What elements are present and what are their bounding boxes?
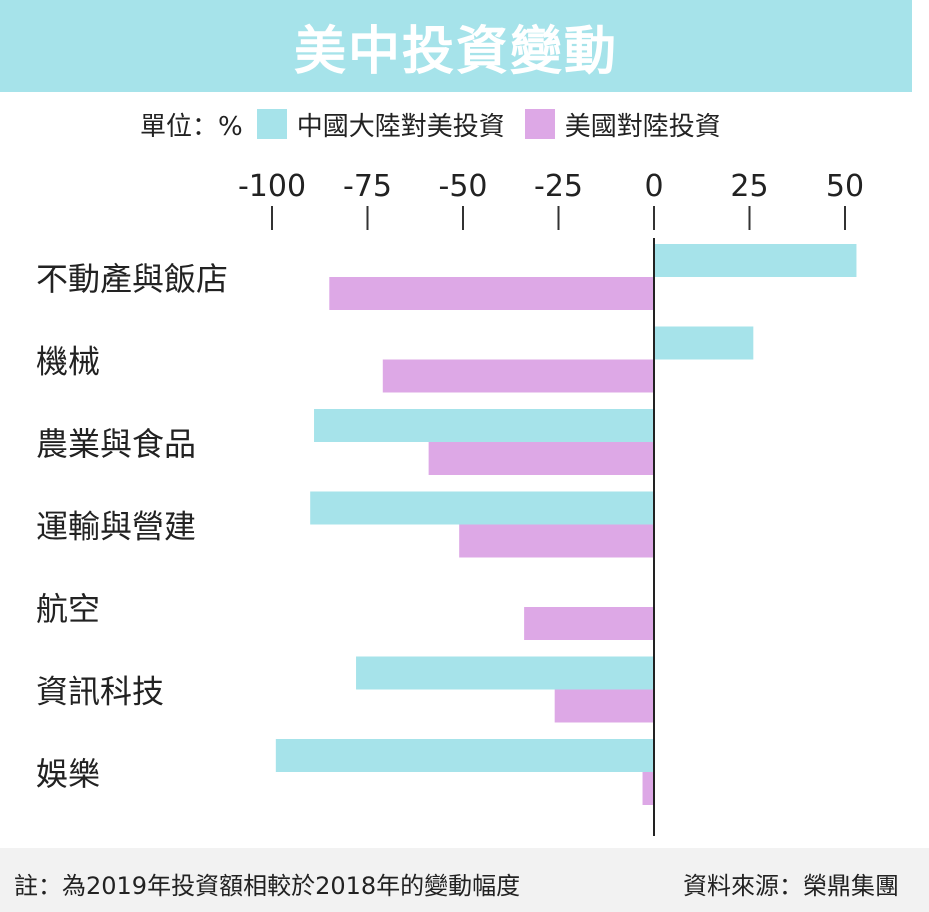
legend-item-us: 美國對陸投資 [524, 106, 721, 143]
x-tick-label: 50 [826, 169, 864, 204]
bar-china [310, 491, 654, 525]
bar-us [642, 772, 654, 805]
footer-note: 註：為2019年投資額相較於2018年的變動幅度 [14, 872, 521, 900]
category-label: 娛樂 [36, 755, 100, 793]
category-label: 運輸與營建 [36, 508, 196, 546]
legend-swatch-china [256, 109, 287, 139]
x-tick-label: 0 [644, 169, 663, 204]
legend-swatch-us [524, 109, 555, 139]
footer: 註：為2019年投資額相較於2018年的變動幅度 資料來源：榮鼎集團 [0, 848, 929, 912]
legend-item-china: 中國大陸對美投資 [256, 106, 505, 143]
title-bar: 美中投資變動 [0, 0, 912, 92]
bar-china [314, 409, 654, 442]
bar-us [554, 689, 654, 723]
bar-china [356, 656, 654, 690]
unit-label: 單位：% [140, 111, 243, 142]
x-tick-label: -25 [534, 169, 583, 204]
chart-title: 美中投資變動 [293, 21, 618, 82]
category-label: 資訊科技 [36, 673, 164, 711]
bar-china [654, 326, 754, 360]
category-label: 航空 [36, 590, 100, 628]
bar-us [524, 607, 654, 640]
bar-china [275, 739, 654, 772]
bar-us [329, 277, 654, 310]
legend-label-china: 中國大陸對美投資 [296, 111, 505, 142]
bar-us [382, 359, 654, 393]
footer-source: 資料來源：榮鼎集團 [683, 872, 899, 900]
legend-label-us: 美國對陸投資 [564, 111, 721, 142]
category-label: 機械 [36, 343, 100, 381]
category-label: 不動產與飯店 [36, 260, 228, 298]
x-tick-label: -50 [439, 169, 488, 204]
x-tick-label: -75 [343, 169, 392, 204]
bar-us [428, 442, 654, 475]
legend: 單位：% 中國大陸對美投資 美國對陸投資 [140, 104, 741, 144]
bar-china [654, 244, 857, 277]
category-label: 農業與食品 [36, 425, 196, 463]
x-tick-label: -100 [238, 169, 306, 204]
x-tick-label: 25 [730, 169, 768, 204]
bar-us [459, 524, 654, 558]
